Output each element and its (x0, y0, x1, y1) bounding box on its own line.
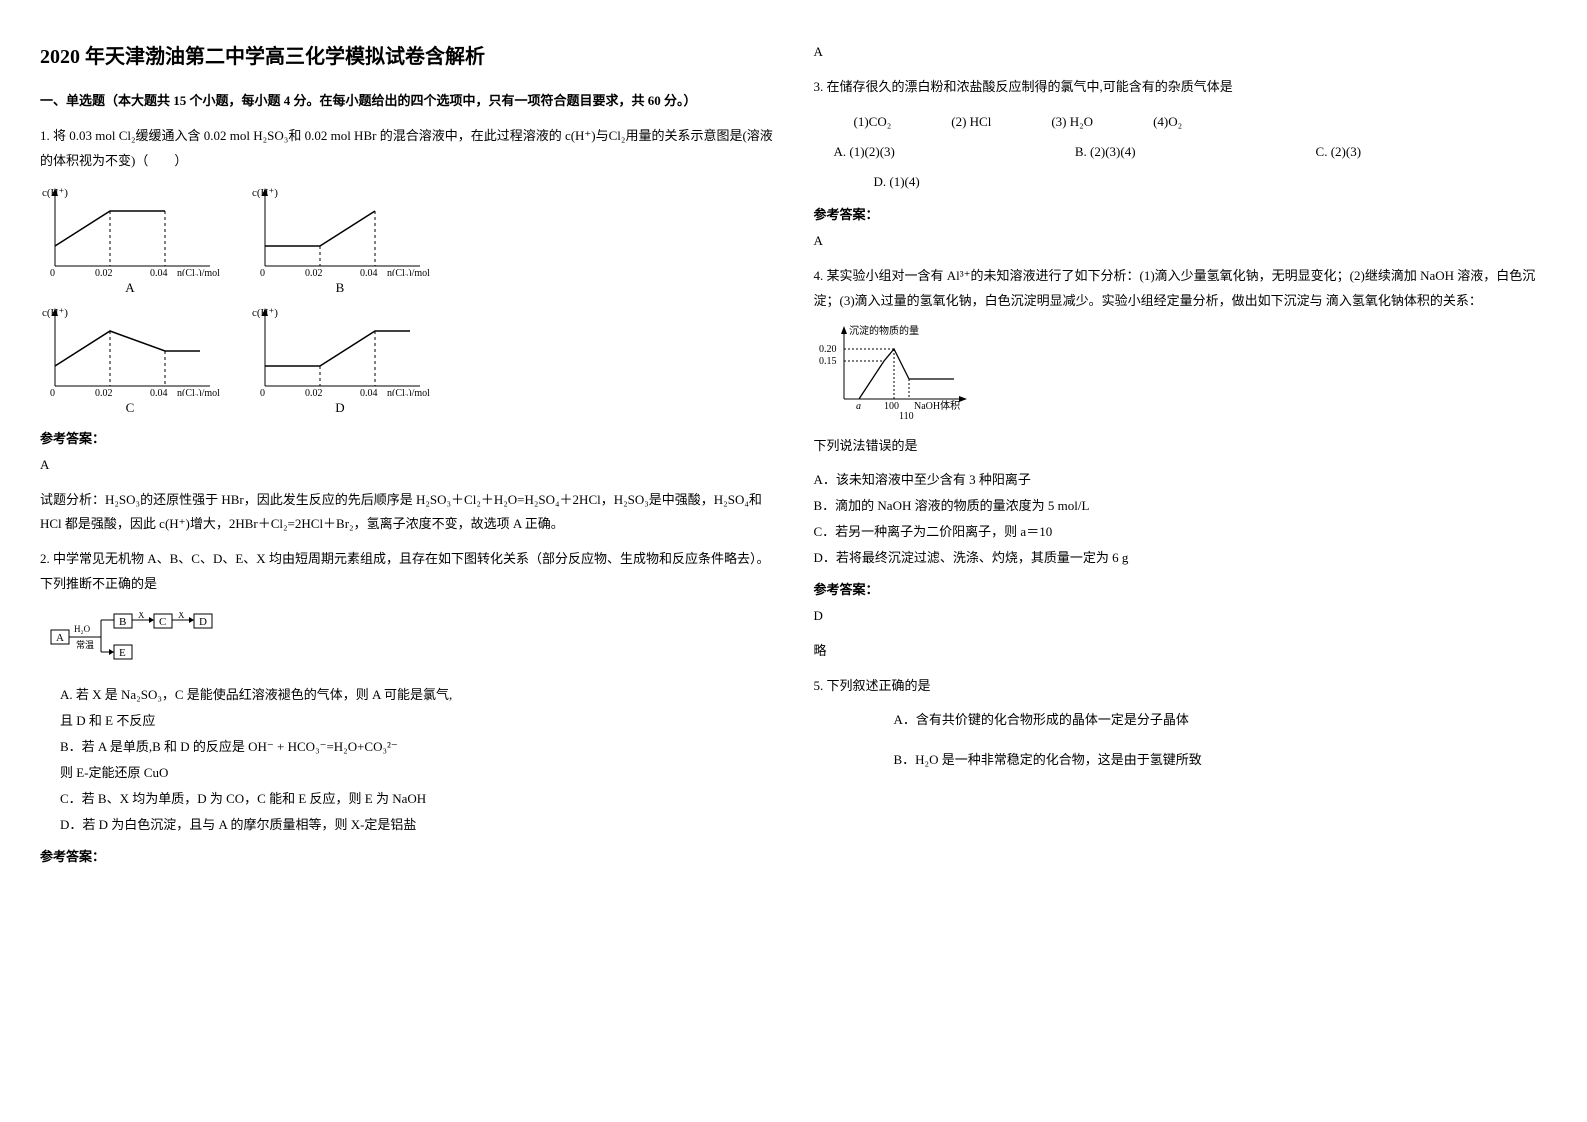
svg-text:0.04: 0.04 (360, 268, 378, 276)
q5-option-a: A．含有共价键的化合物形成的晶体一定是分子晶体 (894, 707, 1548, 733)
q4-option-c: C．若另一种离子为二价阳离子，则 a＝10 (814, 519, 1548, 545)
svg-text:n(Cl₂)/mol: n(Cl₂)/mol (387, 388, 430, 396)
left-column: 2020 年天津渤油第二中学高三化学模拟试卷含解析 一、单选题（本大题共 15 … (40, 40, 774, 871)
svg-text:0: 0 (260, 268, 265, 276)
svg-text:110: 110 (899, 411, 914, 422)
question-3: 3. 在储存很久的漂白粉和浓盐酸反应制得的氯气中,可能含有的杂质气体是 (814, 75, 1548, 100)
svg-text:B: B (119, 616, 126, 628)
q4-answer-label: 参考答案： (814, 579, 1548, 598)
svg-text:c(H⁺): c(H⁺) (252, 187, 278, 199)
question-4-text1: 4. 某实验小组对一含有 Al³⁺的未知溶液进行了如下分析：(1)滴入少量氢氧化… (814, 264, 1548, 313)
svg-text:沉淀的物质的量: 沉淀的物质的量 (849, 324, 919, 337)
q3-opt-d: D. (1)(4) (874, 174, 920, 189)
svg-text:a: a (856, 401, 861, 412)
svg-text:0.02: 0.02 (305, 268, 323, 276)
svg-text:0.02: 0.02 (95, 268, 113, 276)
svg-text:0.04: 0.04 (150, 268, 168, 276)
q3-answer: A (814, 229, 1548, 252)
svg-text:X: X (178, 612, 185, 620)
q1-explanation: 试题分析：H₂SO₃的还原性强于 HBr，因此发生反应的先后顺序是 H₂SO₃＋… (40, 488, 774, 535)
svg-text:0.04: 0.04 (150, 388, 168, 396)
svg-text:0.20: 0.20 (819, 344, 837, 355)
svg-text:H₂O: H₂O (74, 624, 91, 634)
q1-answer: A (40, 453, 774, 476)
q4-note: 略 (814, 639, 1548, 662)
svg-text:100: 100 (884, 401, 899, 412)
q2-option-c: C．若 B、X 均为单质，D 为 CO，C 能和 E 反应，则 E 为 NaOH (60, 786, 774, 812)
chart-d-label: D (335, 400, 344, 416)
ylabel: c(H⁺) (42, 187, 68, 199)
q4-chart: 沉淀的物质的量 0.20 0.15 a 100 110 NaOH体积 (814, 324, 954, 424)
q2-option-a1: A. 若 X 是 Na₂SO₃，C 是能使品红溶液褪色的气体，则 A 可能是氯气… (60, 682, 774, 708)
q1-answer-label: 参考答案： (40, 428, 774, 447)
svg-text:0: 0 (50, 268, 55, 276)
q3-opt-b: B. (2)(3)(4) (1075, 144, 1136, 160)
question-4-text2: 下列说法错误的是 (814, 434, 1548, 459)
chart-c: c(H⁺) 0 0.02 0.04 n(Cl₂)/mol C (40, 306, 220, 416)
svg-text:A: A (56, 632, 64, 644)
svg-text:0.02: 0.02 (95, 388, 113, 396)
gas-3: (3) H₂O (1051, 114, 1093, 130)
gas-4: (4)O₂ (1153, 114, 1182, 130)
q3-options-row2: D. (1)(4) (874, 174, 1548, 190)
svg-text:0: 0 (50, 388, 55, 396)
q2-option-b1: B．若 A 是单质,B 和 D 的反应是 OH⁻ + HCO₃⁻=H₂O+CO₃… (60, 734, 774, 760)
question-5: 5. 下列叙述正确的是 (814, 674, 1548, 699)
q2-option-b2: 则 E-定能还原 CuO (60, 760, 774, 786)
svg-text:NaOH体积: NaOH体积 (914, 400, 960, 412)
chart-d: c(H⁺) 0 0.02 0.04 n(Cl₂)/mol D (250, 306, 430, 416)
svg-text:C: C (159, 616, 166, 628)
question-1: 1. 将 0.03 mol Cl₂缓缓通入含 0.02 mol H₂SO₃和 0… (40, 124, 774, 173)
chart-a: c(H⁺) 0 0.02 0.04 n(Cl₂)/mol A (40, 186, 220, 296)
svg-text:D: D (199, 616, 207, 628)
q3-options-row1: A. (1)(2)(3) B. (2)(3)(4) C. (2)(3) (834, 144, 1548, 160)
q3-gases: (1)CO₂ (2) HCl (3) H₂O (4)O₂ (854, 114, 1548, 130)
svg-text:0.04: 0.04 (360, 388, 378, 396)
svg-text:n(Cl₂)/mol: n(Cl₂)/mol (177, 388, 220, 396)
q3-opt-c: C. (2)(3) (1316, 144, 1362, 160)
section-header: 一、单选题（本大题共 15 个小题，每小题 4 分。在每小题给出的四个选项中，只… (40, 89, 774, 112)
svg-text:n(Cl₂)/mol: n(Cl₂)/mol (387, 268, 430, 276)
chart-c-label: C (126, 400, 135, 416)
q2-answer: A (814, 40, 1548, 63)
q2-answer-label: 参考答案： (40, 846, 774, 865)
chart-a-label: A (125, 280, 134, 296)
svg-text:0.15: 0.15 (819, 356, 837, 367)
svg-text:E: E (119, 647, 126, 659)
right-column: A 3. 在储存很久的漂白粉和浓盐酸反应制得的氯气中,可能含有的杂质气体是 (1… (814, 40, 1548, 871)
svg-text:c(H⁺): c(H⁺) (42, 307, 68, 319)
question-2: 2. 中学常见无机物 A、B、C、D、E、X 均由短周期元素组成，且存在如下图转… (40, 547, 774, 596)
q4-option-a: A．该未知溶液中至少含有 3 种阳离子 (814, 467, 1548, 493)
q2-option-a2: 且 D 和 E 不反应 (60, 708, 774, 734)
chart-b: c(H⁺) 0 0.02 0.04 n(Cl₂)/mol B (250, 186, 430, 296)
q2-diagram: A H₂O 常温 B X C X D (40, 606, 774, 672)
q3-opt-a: A. (1)(2)(3) (834, 144, 895, 160)
svg-text:0: 0 (260, 388, 265, 396)
q4-answer: D (814, 604, 1548, 627)
svg-text:X: X (138, 612, 145, 620)
svg-text:0.02: 0.02 (305, 388, 323, 396)
q3-answer-label: 参考答案： (814, 204, 1548, 223)
svg-text:c(H⁺): c(H⁺) (252, 307, 278, 319)
page-title: 2020 年天津渤油第二中学高三化学模拟试卷含解析 (40, 40, 774, 69)
gas-1: (1)CO₂ (854, 114, 892, 130)
svg-text:常温: 常温 (76, 639, 94, 650)
svg-text:n(Cl₂)/mol: n(Cl₂)/mol (177, 268, 220, 276)
chart-b-label: B (336, 280, 345, 296)
q1-charts: c(H⁺) 0 0.02 0.04 n(Cl₂)/mol A (40, 186, 774, 416)
q5-option-b: B．H₂O 是一种非常稳定的化合物，这是由于氢键所致 (894, 747, 1548, 773)
q4-option-b: B．滴加的 NaOH 溶液的物质的量浓度为 5 mol/L (814, 493, 1548, 519)
q2-option-d: D．若 D 为白色沉淀，且与 A 的摩尔质量相等，则 X-定是铝盐 (60, 812, 774, 838)
q4-option-d: D．若将最终沉淀过滤、洗涤、灼烧，其质量一定为 6 g (814, 545, 1548, 571)
gas-2: (2) HCl (951, 114, 991, 130)
